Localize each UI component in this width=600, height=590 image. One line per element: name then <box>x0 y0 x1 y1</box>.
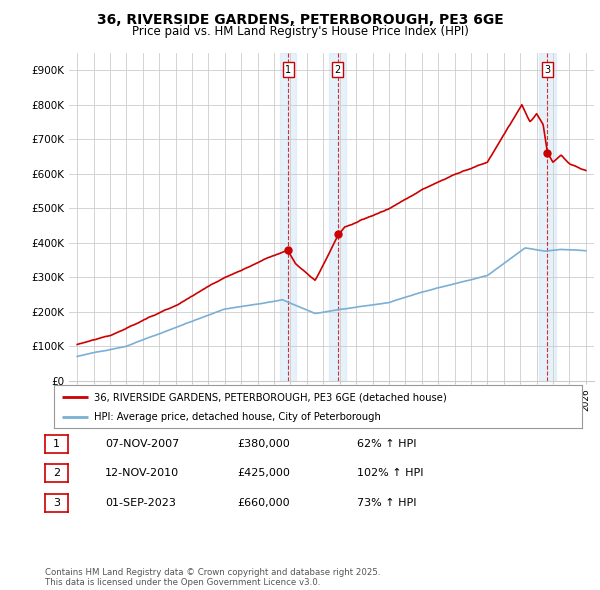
Bar <box>539 53 556 381</box>
Text: £425,000: £425,000 <box>237 468 290 478</box>
Text: 1: 1 <box>53 439 60 448</box>
Text: 3: 3 <box>53 498 60 507</box>
Bar <box>329 53 346 381</box>
Text: 2: 2 <box>53 468 60 478</box>
Text: 102% ↑ HPI: 102% ↑ HPI <box>357 468 424 478</box>
Text: 62% ↑ HPI: 62% ↑ HPI <box>357 439 416 448</box>
Text: Contains HM Land Registry data © Crown copyright and database right 2025.
This d: Contains HM Land Registry data © Crown c… <box>45 568 380 587</box>
Text: 36, RIVERSIDE GARDENS, PETERBOROUGH, PE3 6GE: 36, RIVERSIDE GARDENS, PETERBOROUGH, PE3… <box>97 13 503 27</box>
Text: £380,000: £380,000 <box>237 439 290 448</box>
Text: HPI: Average price, detached house, City of Peterborough: HPI: Average price, detached house, City… <box>94 412 380 422</box>
Text: 2: 2 <box>334 64 341 74</box>
Text: 12-NOV-2010: 12-NOV-2010 <box>105 468 179 478</box>
Text: 01-SEP-2023: 01-SEP-2023 <box>105 498 176 507</box>
Bar <box>280 53 296 381</box>
Text: 07-NOV-2007: 07-NOV-2007 <box>105 439 179 448</box>
Text: 3: 3 <box>544 64 551 74</box>
Text: £660,000: £660,000 <box>237 498 290 507</box>
Text: 36, RIVERSIDE GARDENS, PETERBOROUGH, PE3 6GE (detached house): 36, RIVERSIDE GARDENS, PETERBOROUGH, PE3… <box>94 392 446 402</box>
Text: 73% ↑ HPI: 73% ↑ HPI <box>357 498 416 507</box>
Text: 1: 1 <box>285 64 291 74</box>
Text: Price paid vs. HM Land Registry's House Price Index (HPI): Price paid vs. HM Land Registry's House … <box>131 25 469 38</box>
